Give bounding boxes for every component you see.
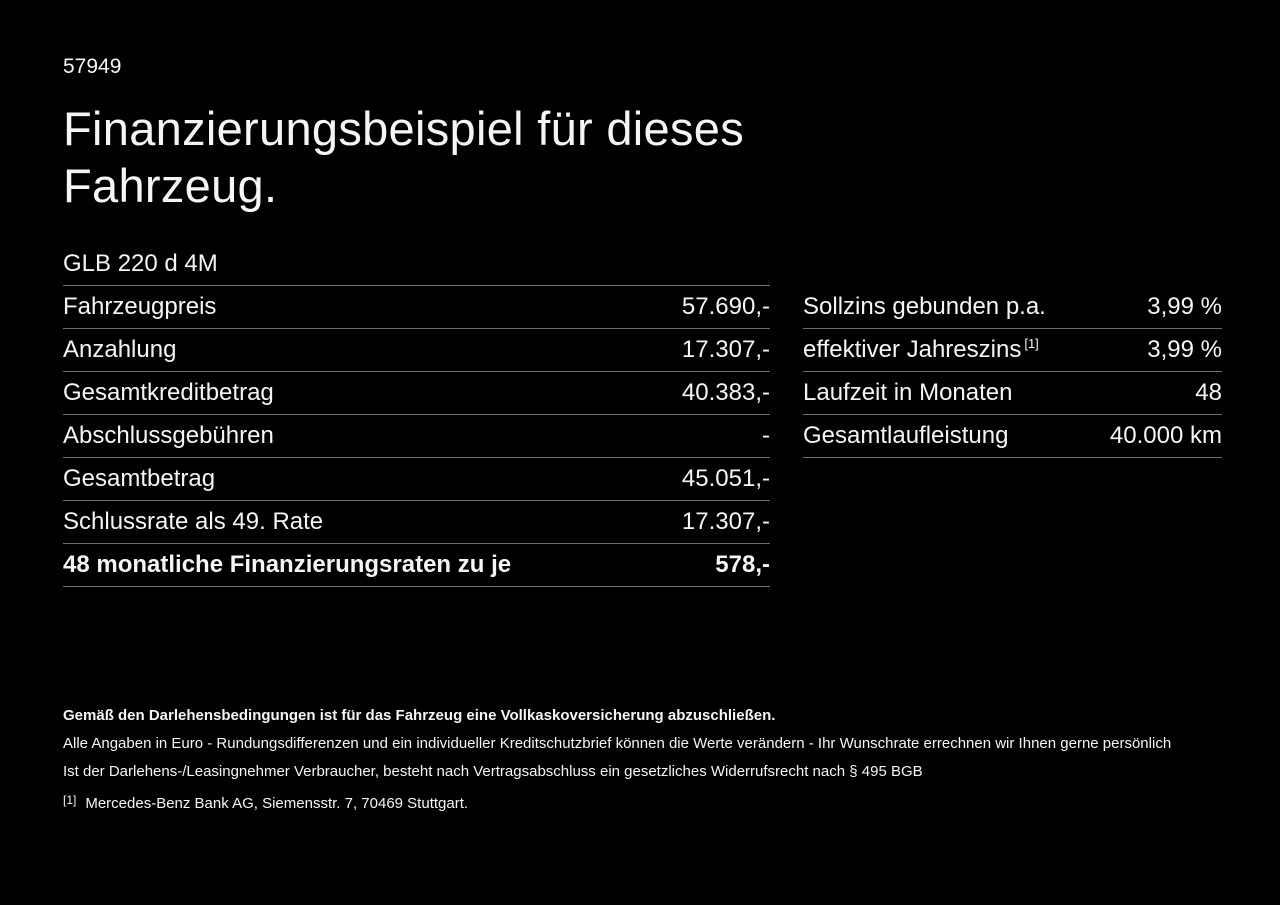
row-label: 48 monatliche Finanzierungsraten zu je <box>63 551 512 578</box>
row-value: 578,- <box>715 551 770 578</box>
row-value: - <box>762 422 770 449</box>
row-value: 3,99 % <box>1147 293 1222 320</box>
row-label: Schlussrate als 49. Rate <box>63 508 324 535</box>
row-value: 40.383,- <box>681 379 770 406</box>
table-row-schlussrate: Schlussrate als 49. Rate 17.307,- <box>63 501 770 544</box>
row-label: Abschlussgebühren <box>63 422 274 449</box>
row-value: 17.307,- <box>681 336 770 363</box>
table-row-effektiver-jahreszins: effektiver Jahreszins [1] 3,99 % <box>803 329 1222 372</box>
footnote-bank-reference: [1] Mercedes-Benz Bank AG, Siemensstr. 7,… <box>63 793 1222 812</box>
table-row-gesamtkreditbetrag: Gesamtkreditbetrag 40.383,- <box>63 372 770 415</box>
footnote-disclaimer-2: Ist der Darlehens-/Leasingnehmer Verbrau… <box>63 763 923 780</box>
row-label: effektiver Jahreszins [1] <box>803 336 1039 363</box>
row-label: Laufzeit in Monaten <box>803 379 1013 406</box>
footnote-ref-marker: [1] <box>1024 336 1039 351</box>
table-row-gesamtbetrag: Gesamtbetrag 45.051,- <box>63 458 770 501</box>
row-value: 40.000 km <box>1109 422 1222 449</box>
row-label: Gesamtbetrag <box>63 465 216 492</box>
table-row-monatsrate: 48 monatliche Finanzierungsraten zu je 5… <box>63 544 770 587</box>
table-row-sollzins: Sollzins gebunden p.a. 3,99 % <box>803 286 1222 329</box>
table-row-laufzeit: Laufzeit in Monaten 48 <box>803 372 1222 415</box>
footnote-ref-marker: [1] <box>63 793 77 807</box>
footnote-insurance: Gemäß den Darlehensbedingungen ist für d… <box>63 707 776 724</box>
row-label: Fahrzeugpreis <box>63 293 217 320</box>
row-label: Anzahlung <box>63 336 177 363</box>
table-row-fahrzeugpreis: Fahrzeugpreis 57.690,- <box>63 286 770 329</box>
footnote-disclaimer-1: Alle Angaben in Euro - Rundungsdifferenz… <box>63 735 1172 752</box>
footnotes: Gemäß den Darlehensbedingungen ist für d… <box>63 707 1222 812</box>
row-label: Sollzins gebunden p.a. <box>803 293 1046 320</box>
conditions-table: Sollzins gebunden p.a. 3,99 % effektiver… <box>803 286 1222 458</box>
row-value: 17.307,- <box>681 508 770 535</box>
row-value: 57.690,- <box>681 293 770 320</box>
row-value: 3,99 % <box>1147 336 1222 363</box>
table-row-gesamtlaufleistung: Gesamtlaufleistung 40.000 km <box>803 415 1222 458</box>
finance-table: GLB 220 d 4M Fahrzeugpreis 57.690,- Anza… <box>63 251 770 587</box>
row-value: 48 <box>1195 379 1222 406</box>
page-title: Finanzierungsbeispiel für dieses Fahrzeu… <box>63 102 745 212</box>
table-row-abschlussgebuehren: Abschlussgebühren - <box>63 415 770 458</box>
row-value: 45.051,- <box>681 465 770 492</box>
footnote-ref-text: Mercedes-Benz Bank AG, Siemensstr. 7, 70… <box>85 795 469 812</box>
row-label: Gesamtlaufleistung <box>803 422 1009 449</box>
offer-number: 57949 <box>63 55 122 78</box>
vehicle-model-label: GLB 220 d 4M <box>63 251 770 286</box>
row-label: Gesamtkreditbetrag <box>63 379 274 406</box>
page-content: 57949 Finanzierungsbeispiel für dieses F… <box>63 0 1222 812</box>
table-row-anzahlung: Anzahlung 17.307,- <box>63 329 770 372</box>
finance-tables: GLB 220 d 4M Fahrzeugpreis 57.690,- Anza… <box>63 251 1222 587</box>
